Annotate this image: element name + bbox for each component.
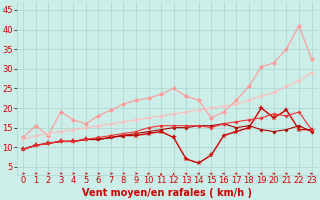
X-axis label: Vent moyen/en rafales ( km/h ): Vent moyen/en rafales ( km/h ) (82, 188, 252, 198)
